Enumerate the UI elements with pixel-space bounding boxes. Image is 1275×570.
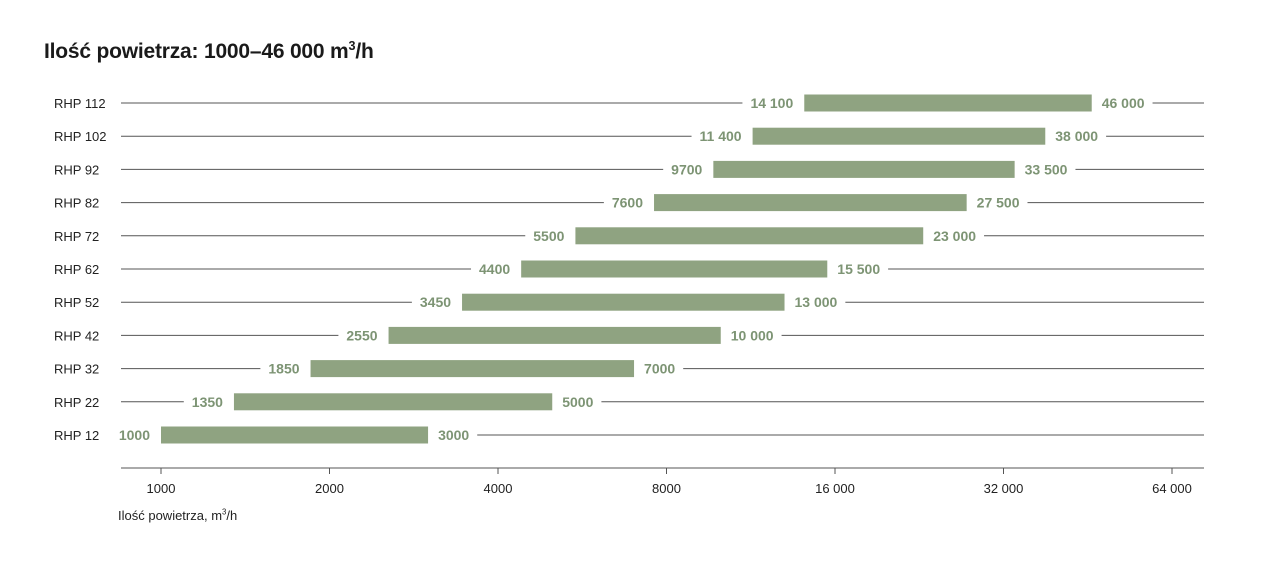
row-label: RHP 72 — [54, 229, 99, 244]
bar-min-label: 7600 — [612, 195, 643, 211]
bar-max-label: 33 500 — [1025, 161, 1068, 177]
x-tick-label: 2000 — [315, 481, 344, 496]
bar-min-label: 9700 — [671, 161, 702, 177]
range-bar — [388, 326, 721, 344]
x-axis-label: Ilość powietrza, m3/h — [118, 507, 238, 523]
bar-min-label: 1350 — [192, 394, 223, 410]
bar-max-label: 27 500 — [977, 195, 1020, 211]
bar-min-label: 1000 — [119, 427, 150, 443]
range-bar — [521, 260, 828, 278]
row-label: RHP 22 — [54, 395, 99, 410]
row-label: RHP 62 — [54, 262, 99, 277]
x-tick-label: 32 000 — [984, 481, 1024, 496]
range-bar — [654, 194, 967, 212]
range-bar — [310, 360, 635, 378]
row-label: RHP 32 — [54, 362, 99, 377]
bar-max-label: 7000 — [644, 361, 675, 377]
bar-min-label: 14 100 — [750, 95, 793, 111]
bar-min-label: 3450 — [420, 294, 451, 310]
bar-max-label: 10 000 — [731, 327, 774, 343]
bar-max-label: 5000 — [562, 394, 593, 410]
row-label: RHP 112 — [54, 96, 106, 111]
x-tick-label: 16 000 — [815, 481, 855, 496]
row-label: RHP 92 — [54, 162, 99, 177]
x-tick-label: 1000 — [147, 481, 176, 496]
bar-min-label: 4400 — [479, 261, 510, 277]
bar-max-label: 23 000 — [933, 228, 976, 244]
x-tick-label: 64 000 — [1152, 481, 1192, 496]
range-bar — [233, 393, 553, 411]
range-bar — [575, 227, 924, 245]
range-bar — [161, 426, 429, 444]
bar-min-label: 5500 — [533, 228, 564, 244]
x-tick-label: 8000 — [652, 481, 681, 496]
bar-min-label: 2550 — [346, 327, 377, 343]
row-label: RHP 52 — [54, 295, 99, 310]
range-bar — [752, 127, 1046, 145]
bar-max-label: 3000 — [438, 427, 469, 443]
bar-max-label: 13 000 — [795, 294, 838, 310]
row-label: RHP 42 — [54, 328, 99, 343]
row-label: RHP 82 — [54, 196, 99, 211]
row-label: RHP 102 — [54, 129, 107, 144]
x-tick-label: 4000 — [484, 481, 513, 496]
chart-title: Ilość powietrza: 1000–46 000 m3/h — [44, 39, 374, 63]
bar-max-label: 15 500 — [837, 261, 880, 277]
bar-max-label: 38 000 — [1055, 128, 1098, 144]
range-bar — [462, 293, 785, 311]
range-bar — [804, 94, 1092, 112]
range-bar — [713, 160, 1015, 178]
row-label: RHP 12 — [54, 428, 99, 443]
bar-max-label: 46 000 — [1102, 95, 1145, 111]
bar-min-label: 11 400 — [700, 128, 742, 144]
bar-min-label: 1850 — [268, 361, 299, 377]
